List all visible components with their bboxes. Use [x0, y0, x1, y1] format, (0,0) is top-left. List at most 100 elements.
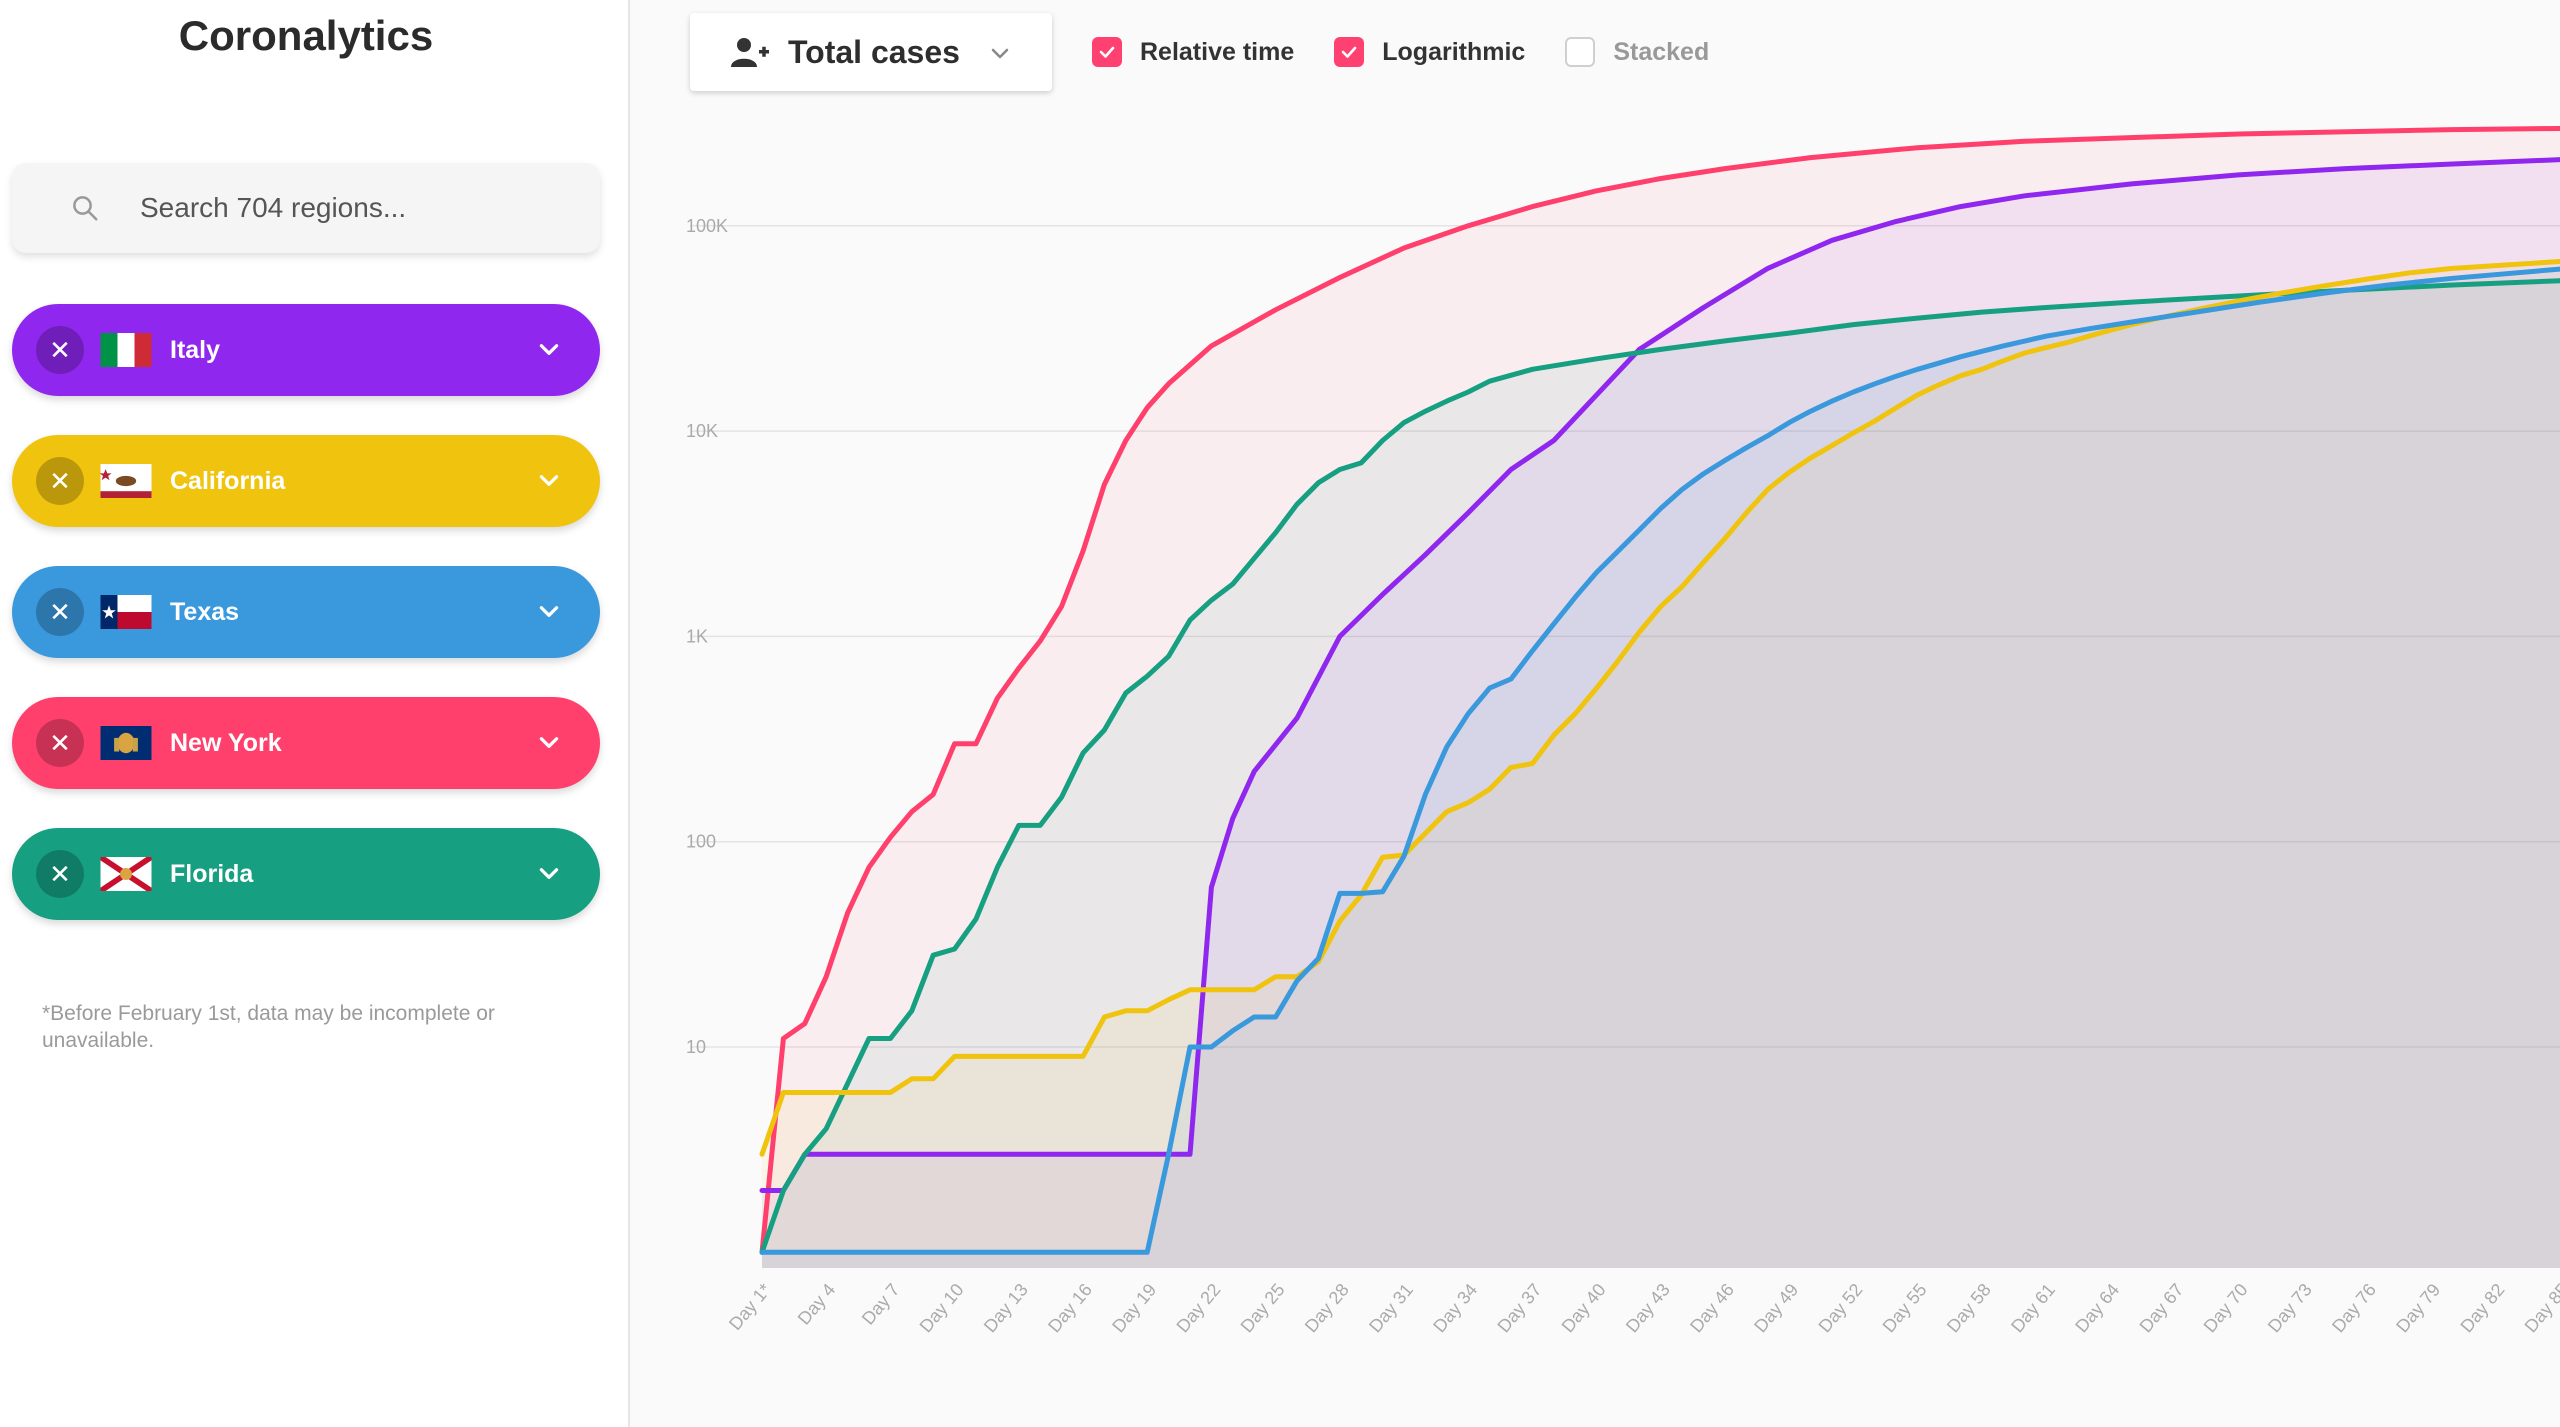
x-tick-label: Day 7 — [858, 1280, 904, 1329]
x-tick-label: Day 61 — [2007, 1280, 2059, 1337]
remove-florida-button[interactable]: ✕ — [36, 850, 84, 898]
region-pill-florida[interactable]: ✕ Florida — [12, 828, 600, 920]
x-tick-label: Day 4 — [794, 1280, 840, 1329]
x-axis-ticks: Day 1* Day 4 Day 7 Day 10 Day 13 Day 16 Day 19… — [725, 1280, 2560, 1337]
x-tick-label: Day 31 — [1365, 1280, 1417, 1337]
chevron-down-icon[interactable] — [536, 336, 562, 362]
remove-italy-button[interactable]: ✕ — [36, 326, 84, 374]
search-input[interactable] — [138, 191, 562, 225]
metric-dropdown[interactable]: Total cases — [690, 13, 1052, 91]
x-tick-label: Day 40 — [1558, 1280, 1610, 1337]
stacked-label: Stacked — [1613, 37, 1710, 66]
metric-label: Total cases — [788, 33, 960, 70]
chevron-down-icon[interactable] — [536, 860, 562, 886]
checkmark-icon — [1341, 46, 1357, 58]
series-areas — [762, 128, 2560, 1268]
relative-time-checkbox[interactable] — [1092, 37, 1122, 67]
y-tick-label: 1K — [686, 626, 708, 646]
chevron-down-icon[interactable] — [536, 467, 562, 493]
x-tick-label: Day 1* — [725, 1280, 775, 1334]
region-name: Italy — [170, 335, 221, 364]
search-icon — [73, 196, 98, 221]
toolbar: Total cases Relative time — [690, 12, 1709, 92]
series-area-california — [762, 261, 2560, 1268]
chevron-down-icon[interactable] — [536, 598, 562, 624]
close-icon: ✕ — [49, 334, 71, 365]
logarithmic-label: Logarithmic — [1382, 37, 1526, 66]
region-name: New York — [170, 728, 282, 757]
series-area-new-york — [762, 128, 2560, 1268]
x-tick-label: Day 82 — [2456, 1280, 2508, 1337]
italy-flag-icon — [100, 333, 152, 367]
x-tick-label: Day 22 — [1172, 1280, 1224, 1337]
x-tick-label: Day 43 — [1622, 1280, 1674, 1337]
x-tick-label: Day 52 — [1814, 1280, 1866, 1337]
region-name: Florida — [170, 859, 254, 888]
chevron-down-icon[interactable] — [536, 729, 562, 755]
new-york-flag-icon — [100, 726, 152, 760]
region-pill-italy[interactable]: ✕ Italy — [12, 304, 600, 396]
california-flag-icon — [100, 464, 152, 498]
sidebar: Coronalytics ✕ Italy — [0, 0, 630, 1427]
remove-texas-button[interactable]: ✕ — [36, 588, 84, 636]
region-pill-new-york[interactable]: ✕ New York — [12, 697, 600, 789]
checkmark-icon — [1099, 46, 1115, 58]
y-axis-ticks: 100K 10K 1K 100 10 — [686, 216, 728, 1057]
x-tick-label: Day 67 — [2135, 1280, 2187, 1337]
x-tick-label: Day 28 — [1301, 1280, 1353, 1337]
stacked-toggle[interactable]: Stacked — [1565, 37, 1709, 67]
close-icon: ✕ — [49, 727, 71, 758]
x-tick-label: Day 58 — [1943, 1280, 1995, 1337]
close-icon: ✕ — [49, 465, 71, 496]
relative-time-toggle[interactable]: Relative time — [1092, 37, 1294, 67]
search-box[interactable] — [12, 163, 600, 253]
x-tick-label: Day 16 — [1044, 1280, 1096, 1337]
x-tick-label: Day 73 — [2264, 1280, 2316, 1337]
grid-lines — [690, 225, 2560, 1048]
x-tick-label: Day 25 — [1237, 1280, 1289, 1337]
y-tick-label: 100K — [686, 216, 728, 236]
florida-flag-icon — [100, 857, 152, 891]
series-lines — [759, 125, 2560, 1255]
close-icon: ✕ — [49, 858, 71, 889]
x-tick-label: Day 64 — [2071, 1280, 2123, 1337]
x-tick-label: Day 34 — [1429, 1280, 1481, 1337]
chevron-down-icon — [991, 48, 1009, 59]
x-tick-label: Day 46 — [1686, 1280, 1738, 1337]
series-line-texas — [759, 266, 2560, 1255]
logarithmic-toggle[interactable]: Logarithmic — [1334, 37, 1525, 67]
footnote: *Before February 1st, data may be incomp… — [42, 1002, 495, 1052]
close-icon: ✕ — [49, 596, 71, 627]
series-area-florida — [762, 280, 2560, 1268]
x-tick-label: Day 79 — [2392, 1280, 2444, 1337]
x-tick-label: Day 10 — [916, 1280, 968, 1337]
logarithmic-checkbox[interactable] — [1334, 37, 1365, 67]
stacked-checkbox[interactable] — [1565, 37, 1596, 67]
series-line-california — [759, 258, 2560, 1157]
region-name: Texas — [170, 597, 240, 626]
x-tick-label: Day 55 — [1879, 1280, 1931, 1337]
region-list: ✕ Italy ✕ — [12, 304, 600, 959]
app-title: Coronalytics — [178, 12, 434, 59]
x-tick-label: Day 19 — [1108, 1280, 1160, 1337]
x-tick-label: Day 37 — [1493, 1280, 1545, 1337]
region-pill-texas[interactable]: ✕ Texas — [12, 566, 600, 658]
region-name: California — [170, 466, 286, 495]
x-tick-label: Day 49 — [1750, 1280, 1802, 1337]
region-pill-california[interactable]: ✕ California — [12, 435, 600, 527]
x-tick-label: Day 76 — [2328, 1280, 2380, 1337]
remove-california-button[interactable]: ✕ — [36, 457, 84, 505]
y-tick-label: 10 — [686, 1037, 706, 1057]
main-panel: 100K 10K 1K 100 10 Day 1* Day 4 Day 7 Day 10 Day… — [630, 0, 2560, 1427]
x-tick-label: Day 85 — [2521, 1280, 2560, 1337]
add-user-icon — [731, 38, 769, 67]
y-tick-label: 100 — [686, 832, 716, 852]
series-line-new-york — [759, 125, 2560, 1255]
texas-flag-icon — [100, 595, 152, 629]
remove-new-york-button[interactable]: ✕ — [36, 719, 84, 767]
x-tick-label: Day 13 — [980, 1280, 1032, 1337]
y-tick-label: 10K — [686, 421, 718, 441]
series-line-italy — [759, 157, 2560, 1193]
relative-time-label: Relative time — [1140, 37, 1295, 66]
